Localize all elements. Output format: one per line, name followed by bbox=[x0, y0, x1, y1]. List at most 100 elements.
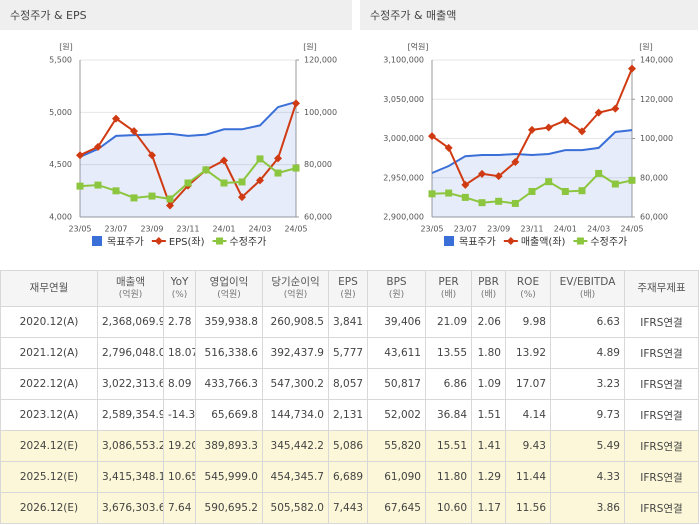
table-cell: 6.86 bbox=[425, 368, 472, 400]
marker bbox=[478, 169, 486, 178]
table-cell: 9.98 bbox=[505, 306, 551, 338]
marker bbox=[148, 192, 156, 200]
column-name: 당기순이익 bbox=[271, 275, 320, 288]
marker bbox=[184, 179, 192, 187]
marker bbox=[130, 194, 138, 202]
table-cell: 2020.12(A) bbox=[0, 306, 98, 338]
legend-marker bbox=[506, 237, 515, 245]
y-tick-label: 4,000 bbox=[49, 213, 72, 222]
table-cell: 7,443 bbox=[328, 492, 368, 524]
marker bbox=[561, 187, 569, 195]
table-cell: 8.09 bbox=[163, 368, 196, 400]
y2-tick-label: 140,000 bbox=[640, 56, 673, 65]
table-cell: 11.80 bbox=[425, 461, 472, 493]
table-cell: 2022.12(A) bbox=[0, 368, 98, 400]
table-cell: 39,406 bbox=[367, 306, 426, 338]
x-tick-label: 23/07 bbox=[104, 225, 127, 234]
x-tick-label: 24/03 bbox=[248, 225, 271, 234]
table-cell: 1.09 bbox=[471, 368, 506, 400]
table-cell: 9.73 bbox=[550, 399, 625, 431]
financial-table: 재무연월 매출액 (억원) YoY (%) 영업이익 (억원) 당기순이익 (억원) EPS (원)… bbox=[0, 270, 699, 524]
column-name: 영업이익 bbox=[209, 275, 249, 288]
table-cell: 19.20 bbox=[163, 430, 196, 462]
marker bbox=[445, 189, 453, 197]
x-tick-label: 23/11 bbox=[176, 225, 199, 234]
table-cell: 2021.12(A) bbox=[0, 337, 98, 369]
column-name: PBR bbox=[478, 275, 499, 288]
table-cell: 3,086,553.2 bbox=[97, 430, 164, 462]
y2-tick-label: 100,000 bbox=[304, 108, 337, 117]
table-cell: 1.51 bbox=[471, 399, 506, 431]
marker bbox=[256, 176, 264, 185]
table-cell: 2,131 bbox=[328, 399, 368, 431]
y2-axis-unit: [원] bbox=[303, 43, 317, 52]
table-cell: 2023.12(A) bbox=[0, 399, 98, 431]
marker bbox=[292, 99, 300, 108]
legend-label: EPS(좌) bbox=[169, 236, 205, 248]
charts: 수정주가 & EPS 4,000 4,500 5,000 5,500 60,000 80,0… bbox=[0, 0, 698, 248]
y2-tick-label: 120,000 bbox=[304, 56, 337, 65]
marker bbox=[544, 123, 553, 132]
table-cell: 3,415,348.1 bbox=[97, 461, 164, 493]
table-cell: 547,300.2 bbox=[262, 368, 329, 400]
table-cell: 3,841 bbox=[328, 306, 368, 338]
table-cell: IFRS연결 bbox=[624, 337, 699, 369]
panel-header bbox=[360, 0, 698, 30]
table-cell: 144,734.0 bbox=[262, 399, 329, 431]
marker bbox=[112, 187, 120, 195]
table-cell: 3,676,303.6 bbox=[97, 492, 164, 524]
y2-tick-label: 60,000 bbox=[640, 213, 668, 222]
marker bbox=[292, 164, 300, 172]
table-cell: 18.07 bbox=[163, 337, 196, 369]
marker bbox=[528, 125, 536, 134]
column-name: ROE bbox=[516, 275, 540, 288]
legend-label: 수정주가 bbox=[590, 236, 627, 248]
column-name: 매출액 bbox=[116, 275, 145, 288]
table-cell: 17.07 bbox=[505, 368, 551, 400]
table-cell: 5,086 bbox=[328, 430, 368, 462]
table-cell: 590,695.2 bbox=[195, 492, 263, 524]
marker bbox=[220, 179, 228, 187]
table-cell: 2024.12(E) bbox=[0, 430, 98, 462]
table-row: 2020.12(A) 2,368,069.9 2.78 359,938.8 260,90… bbox=[0, 306, 699, 338]
column-header: YoY (%) bbox=[163, 270, 196, 307]
marker bbox=[256, 155, 264, 163]
table-cell: 1.41 bbox=[471, 430, 506, 462]
column-name: YoY bbox=[170, 275, 189, 288]
chart-title: 수정주가 & EPS bbox=[10, 9, 87, 22]
table-cell: IFRS연결 bbox=[624, 306, 699, 338]
table-row: 2026.12(E) 3,676,303.6 7.64 590,695.2 505,58… bbox=[0, 492, 699, 524]
marker bbox=[545, 178, 553, 186]
column-unit: (원) bbox=[388, 289, 405, 300]
table-cell: 392,437.9 bbox=[262, 337, 329, 369]
table-cell: 9.43 bbox=[505, 430, 551, 462]
x-tick-label: 23/07 bbox=[454, 225, 477, 234]
marker bbox=[428, 190, 436, 198]
table-row: 2025.12(E) 3,415,348.1 10.65 545,999.0 454,3… bbox=[0, 461, 699, 493]
marker bbox=[202, 166, 210, 174]
table-cell: 4.14 bbox=[505, 399, 551, 431]
column-header: EV/EBITDA (배) bbox=[550, 270, 625, 307]
y-tick-label: 2,950,000 bbox=[383, 173, 424, 182]
marker bbox=[112, 114, 120, 123]
table-cell: 6.63 bbox=[550, 306, 625, 338]
table-cell: 2,368,069.9 bbox=[97, 306, 164, 338]
column-name: EV/EBITDA bbox=[559, 275, 616, 288]
column-header: 재무연월 bbox=[0, 270, 98, 307]
table-cell: 1.80 bbox=[471, 337, 506, 369]
legend-label: 매출액(좌) bbox=[521, 236, 566, 248]
area bbox=[80, 101, 296, 217]
marker bbox=[578, 127, 586, 136]
panel-header bbox=[0, 0, 352, 30]
marker bbox=[628, 64, 636, 73]
legend-marker bbox=[92, 236, 102, 246]
marker bbox=[130, 127, 138, 136]
table-cell: IFRS연결 bbox=[624, 492, 699, 524]
y2-tick-label: 80,000 bbox=[304, 160, 332, 169]
y-axis-unit: [억원] bbox=[408, 42, 429, 52]
table-cell: IFRS연결 bbox=[624, 368, 699, 400]
table-cell: 65,669.8 bbox=[195, 399, 263, 431]
table-cell: 6,689 bbox=[328, 461, 368, 493]
table-cell: IFRS연결 bbox=[624, 430, 699, 462]
marker bbox=[274, 154, 282, 163]
